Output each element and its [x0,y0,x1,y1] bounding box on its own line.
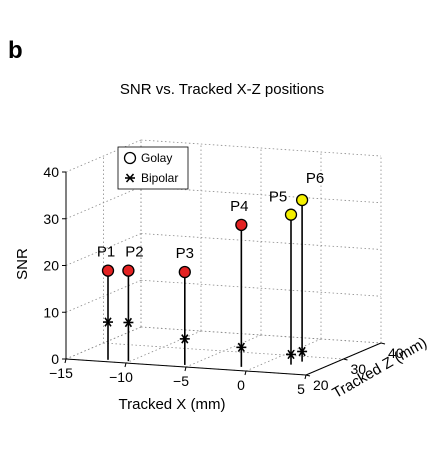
golay-marker-p5 [284,208,298,221]
axes [62,171,386,380]
x-tick [304,374,307,380]
x-tick [184,366,187,372]
x-tick [244,370,247,376]
x-tick [64,358,67,364]
x-tick-label: −15 [49,365,73,381]
grid-line [65,139,142,173]
grid-line [140,279,382,297]
grid-line [140,139,382,157]
bipolar-marker-p1 [103,317,113,327]
legend-golay-label: Golay [141,151,172,165]
z-tick [380,342,386,345]
point-label-p4: P4 [230,198,248,215]
bipolar-marker-p5 [286,349,296,360]
grid-line [65,279,142,313]
golay-marker-p6 [295,193,309,207]
point-label-p1: P1 [97,244,115,261]
snr-tick-label: 30 [43,211,59,227]
x-axis-label: Tracked X (mm) [119,396,226,413]
legend-bipolar-label: Bipolar [141,171,178,185]
x-tick-label: 0 [237,377,245,393]
bipolar-marker-p6 [297,346,308,357]
z-tick-label: 20 [313,377,329,393]
point-label-p6: P6 [306,170,324,187]
golay-marker-p1 [101,264,115,277]
snr-tick-label: 10 [43,304,59,320]
chart-title: SNR vs. Tracked X-Z positions [120,81,324,98]
legend: Golay Bipolar [117,146,189,190]
golay-marker-p2 [122,264,135,277]
z-tick-label: 30 [351,361,367,377]
z-tick [343,358,348,361]
z-tick [305,374,311,377]
legend-asterisk-marker [125,173,135,183]
legend-circle-marker [123,151,137,165]
snr-tick-label: 0 [51,351,59,367]
x-tick-label: −5 [173,373,189,389]
grid-line [103,342,344,360]
grid-line [140,326,382,344]
x-tick-label: 5 [297,381,305,397]
point-label-p3: P3 [176,245,194,262]
bipolar-marker-p4 [236,342,247,353]
x-tick [124,362,127,368]
golay-marker-p4 [235,218,248,232]
z-tick-label: 40 [388,345,404,361]
bipolar-marker-p2 [123,317,134,328]
data-marks: P1 P2 P3 P4 P5 P6 [97,170,324,367]
x-tick-label: −10 [109,369,133,385]
z-axis-label: Tracked Z (mm) [330,334,430,402]
panel-label: b [8,37,23,64]
point-label-p2: P2 [125,244,143,261]
golay-marker-p3 [178,265,191,279]
bipolar-marker-p3 [179,334,190,344]
snr-axis-label: SNR [14,248,31,280]
snr-tick-label: 20 [43,258,59,274]
point-label-p5: P5 [269,189,287,206]
tick-labels: −15 −10 −5 0 5 20 30 40 0 10 20 30 40 [43,164,403,397]
snr-tick-label: 40 [43,164,59,180]
